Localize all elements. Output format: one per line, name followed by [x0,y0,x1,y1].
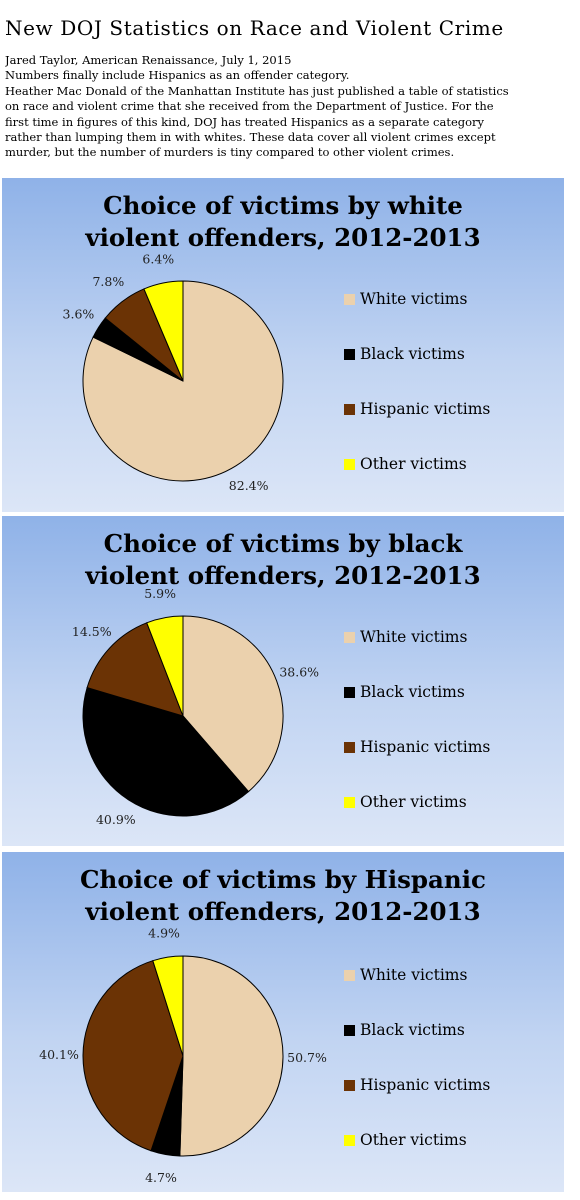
chart-title: Choice of victims by white violent offen… [2,190,564,254]
slice-black-victims [82,686,250,817]
intro-line: rather than lumping them in with whites.… [5,130,496,145]
chart-title-line: violent offenders, 2012-2013 [85,223,481,252]
data-label: 4.7% [145,1170,177,1185]
legend-swatch [344,404,355,415]
legend-swatch [344,1135,355,1146]
chart-panel-hispanic-offenders: Choice of victims by Hispanic violent of… [2,852,564,1192]
legend-swatch [344,459,355,470]
intro-line: Heather Mac Donald of the Manhattan Inst… [5,83,509,98]
data-label: 82.4% [229,478,269,493]
legend-label: Hispanic victims [360,1076,491,1094]
chart-title-line: violent offenders, 2012-2013 [85,897,481,926]
intro-text: Jared Taylor, American Renaissance, July… [5,53,573,161]
legend-swatch [344,742,355,753]
data-label: 4.9% [148,925,180,940]
legend-swatch [344,294,355,305]
data-label: 40.1% [39,1047,79,1062]
legend-label: White victims [360,966,468,984]
data-label: 40.9% [96,812,136,827]
legend-swatch [344,349,355,360]
legend-label: Hispanic victims [360,400,491,418]
legend-label: White victims [360,290,468,308]
legend-swatch [344,1025,355,1036]
intro-line: murder, but the number of murders is tin… [5,145,455,160]
slice-white-victims [179,955,284,1157]
legend-label: Other victims [360,793,467,811]
chart-title: Choice of victims by black violent offen… [2,528,564,592]
legend-label: Hispanic victims [360,738,491,756]
data-label: 5.9% [144,586,176,601]
legend-label: Black victims [360,683,465,701]
legend-label: Black victims [360,345,465,363]
pie-chart: 82.4% 3.6% 7.8% 6.4% [63,251,284,493]
chart-title-line: Choice of victims by Hispanic [80,865,486,894]
intro-line: Numbers finally include Hispanics as an … [5,68,350,83]
chart-title-line: Choice of victims by black [103,529,463,558]
intro-line: on race and violent crime that she recei… [5,99,494,114]
data-label: 6.4% [142,251,174,266]
data-label: 38.6% [279,665,319,680]
chart-title: Choice of victims by Hispanic violent of… [2,864,564,928]
legend-swatch [344,632,355,643]
legend-label: White victims [360,628,468,646]
data-label: 7.8% [92,274,124,289]
data-label: 14.5% [72,624,112,639]
slice-hispanic-victims [86,622,184,717]
slice-other-victims [152,955,184,1057]
legend-swatch [344,970,355,981]
slice-white-victims [182,615,284,793]
legend-label: Other victims [360,1131,467,1149]
legend-swatch [344,1080,355,1091]
chart-panel-black-offenders: Choice of victims by black violent offen… [2,516,564,846]
pie-chart: 38.6% 40.9% 14.5% 5.9% [72,586,319,827]
slice-hispanic-victims [82,960,184,1152]
pie-chart: 50.7% 4.7% 40.1% 4.9% [39,925,327,1185]
intro-line: first time in figures of this kind, DOJ … [5,114,485,129]
chart-panel-white-offenders: Choice of victims by white violent offen… [2,178,564,512]
intro-line: Jared Taylor, American Renaissance, July… [5,53,292,67]
slice-other-victims [146,615,184,717]
chart-title-line: Choice of victims by white [103,191,463,220]
data-label: 50.7% [287,1050,327,1065]
data-label: 3.6% [63,306,95,321]
page-title: New DOJ Statistics on Race and Violent C… [5,16,504,40]
chart-title-line: violent offenders, 2012-2013 [85,561,481,590]
legend-swatch [344,797,355,808]
slice-other-victims [143,280,184,382]
legend-label: Other victims [360,455,467,473]
legend-swatch [344,687,355,698]
legend-label: Black victims [360,1021,465,1039]
